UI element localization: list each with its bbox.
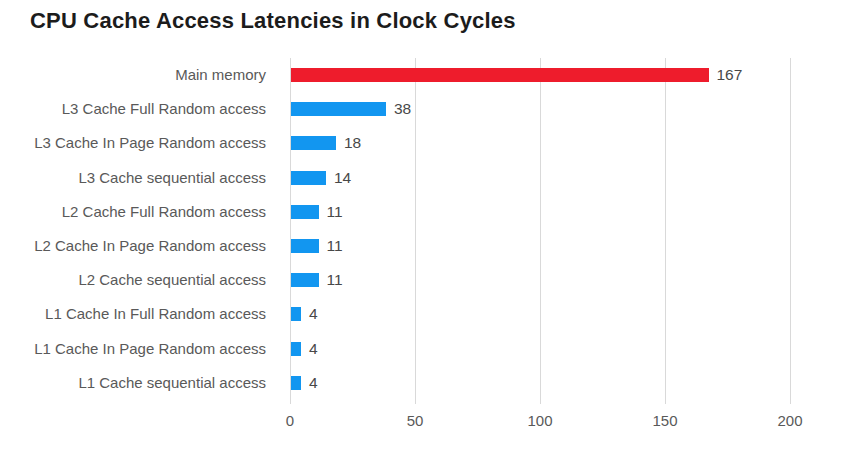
value-axis: 050100150200 [290, 404, 790, 444]
category-label: L2 Cache In Page Random access [0, 229, 266, 263]
bar-row: 11 [290, 263, 844, 297]
category-label: L1 Cache sequential access [0, 366, 266, 400]
bar-value-label: 38 [394, 100, 411, 118]
bar [291, 307, 301, 321]
bar [291, 376, 301, 390]
x-tick-label-100: 100 [527, 412, 552, 429]
bar [291, 205, 319, 219]
category-label: L1 Cache In Page Random access [0, 332, 266, 366]
bar [291, 171, 326, 185]
bar-value-label: 11 [327, 237, 343, 255]
bar-value-label: 14 [334, 169, 351, 187]
category-label: L3 Cache Full Random access [0, 92, 266, 126]
bar-value-label: 18 [344, 134, 361, 152]
x-tick-label-150: 150 [652, 412, 677, 429]
bar [291, 273, 319, 287]
bar-rows: 167 38 18 14 11 11 11 4 4 4 [290, 58, 844, 400]
category-axis: Main memoryL3 Cache Full Random accessL3… [0, 58, 278, 400]
chart-title: CPU Cache Access Latencies in Clock Cycl… [30, 8, 516, 34]
bar-row: 4 [290, 366, 844, 400]
category-label: L3 Cache sequential access [0, 161, 266, 195]
bar-value-label: 167 [717, 66, 743, 84]
x-tick-label-50: 50 [407, 412, 424, 429]
bar-value-label: 11 [327, 203, 343, 221]
category-label: L1 Cache In Full Random access [0, 297, 266, 331]
bar [291, 68, 709, 82]
category-label: L2 Cache sequential access [0, 263, 266, 297]
bar [291, 239, 319, 253]
bar [291, 102, 386, 116]
bar-row: 4 [290, 332, 844, 366]
bar [291, 342, 301, 356]
category-label: L3 Cache In Page Random access [0, 126, 266, 160]
x-tick-label-200: 200 [777, 412, 802, 429]
bar-row: 4 [290, 297, 844, 331]
x-tick-label-0: 0 [286, 412, 294, 429]
bar-value-label: 4 [309, 305, 318, 323]
bar-row: 167 [290, 58, 844, 92]
bar-row: 18 [290, 126, 844, 160]
bar-row: 11 [290, 195, 844, 229]
category-label: Main memory [0, 58, 266, 92]
category-label: L2 Cache Full Random access [0, 195, 266, 229]
bar-row: 14 [290, 161, 844, 195]
bar-value-label: 4 [309, 374, 318, 392]
bar-row: 38 [290, 92, 844, 126]
bar-row: 11 [290, 229, 844, 263]
bar-value-label: 4 [309, 340, 318, 358]
bar-chart: CPU Cache Access Latencies in Clock Cycl… [0, 0, 844, 454]
bar [291, 136, 336, 150]
bar-value-label: 11 [327, 271, 343, 289]
